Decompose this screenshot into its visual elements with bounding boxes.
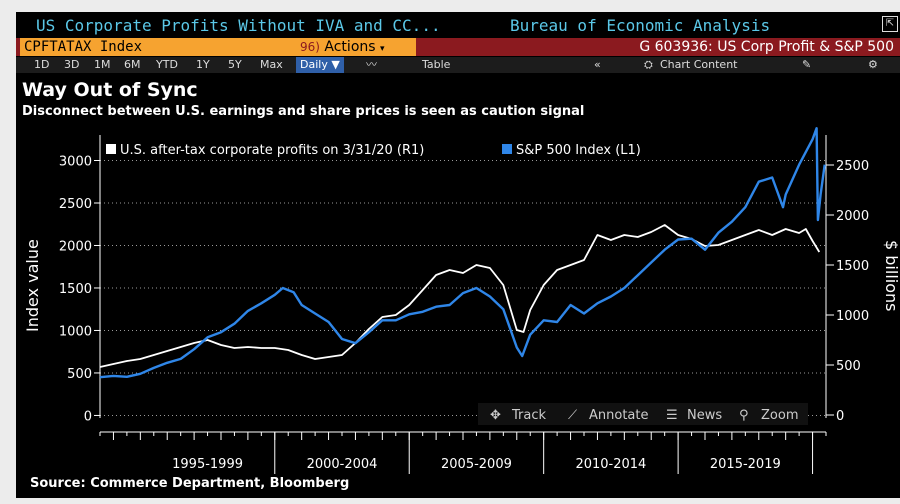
annotate-icon: ⟋ [568,408,578,423]
track-button[interactable]: Track [511,408,546,423]
window-title-bar: US Corporate Profits Without IVA and CC.… [16,16,900,36]
left-tick-label: 2000 [59,239,92,254]
legend-label-sp500: S&P 500 Index (L1) [516,143,641,158]
chart-subtitle: Disconnect between U.S. earnings and sha… [22,104,585,119]
period-label: Daily [300,58,328,71]
actions-number: 96) [300,40,320,54]
chart-id-label: G 603936: US Corp Profit & S&P 500 [639,39,894,55]
right-tick-label: 2500 [836,159,869,174]
left-tick-label: 3000 [59,154,92,169]
x-category-label: 2010-2014 [575,457,646,472]
news-icon: ☰ [666,408,678,423]
x-category-label: 2000-2004 [307,457,378,472]
legend-swatch-profits [106,144,116,154]
legend: U.S. after-tax corporate profits on 3/31… [106,143,641,158]
security-description: US Corporate Profits Without IVA and CC.… [36,16,441,35]
chart-toolbar: 1D 3D 1M 6M YTD 1Y 5Y Max Daily ▼ 〰 Tabl… [16,57,900,73]
right-tick-label: 500 [836,359,861,374]
data-source-name: Bureau of Economic Analysis [510,16,771,35]
dropdown-icon: ▼ [331,58,340,71]
legend-label-profits: U.S. after-tax corporate profits on 3/31… [120,143,424,158]
source-note: Source: Commerce Department, Bloomberg [30,476,350,491]
range-button-5y[interactable]: 5Y [228,58,242,71]
chart-content-button[interactable]: Chart Content [660,58,738,71]
sp500-series-line [99,126,826,379]
x-category-label: 2015-2019 [710,457,781,472]
range-button-1y[interactable]: 1Y [196,58,210,71]
zoom-button[interactable]: Zoom [761,408,798,423]
news-button[interactable]: News [687,408,722,423]
chart-controls: ✥ Track ⟋ Annotate ☰ News ⚲ Zoom [478,403,808,425]
range-button-6m[interactable]: 6M [124,58,141,71]
range-button-1m[interactable]: 1M [94,58,111,71]
zoom-icon: ⚲ [739,408,749,423]
track-icon: ✥ [490,408,501,423]
left-tick-label: 2500 [59,197,92,212]
controls-background [478,403,808,425]
gear-icon[interactable]: ⚙ [868,58,878,71]
axes: 0 500 1000 1500 2000 2500 3000 0 500 1000 1500 2000… [59,135,869,474]
chart-title: Way Out of Sync [22,79,198,101]
range-button-3d[interactable]: 3D [64,58,80,71]
collapse-icon[interactable]: « [594,58,601,71]
legend-swatch-sp500 [502,144,512,154]
command-bar: CPFTATAX Index 96) Actions ▾ G 603936: U… [16,38,900,56]
x-category-label: 1995-1999 [172,457,243,472]
left-axis-title: Index value [23,239,42,332]
series-lines [99,126,826,379]
gridlines [100,159,826,416]
right-tick-label: 2000 [836,209,869,224]
x-category-label: 2005-2009 [441,457,512,472]
ticker-field[interactable]: CPFTATAX Index [20,38,320,56]
left-tick-label: 500 [67,367,92,382]
left-tick-label: 1500 [59,282,92,297]
profits-series-line [99,224,821,368]
right-axis-title: $ billions [882,240,900,311]
range-button-ytd[interactable]: YTD [156,58,178,71]
chart-svg: 0 500 1000 1500 2000 2500 3000 0 500 1000 1500 2000… [23,126,900,474]
chart-type-icon[interactable]: 〰 [366,58,377,71]
actions-menu-button[interactable]: 96) Actions ▾ [296,38,416,56]
chart-content-icon[interactable]: ⛭ [644,58,653,71]
table-button[interactable]: Table [422,58,451,71]
right-tick-label: 0 [836,409,844,424]
chevron-down-icon: ▾ [380,44,385,54]
terminal-frame: US Corporate Profits Without IVA and CC.… [16,12,900,498]
range-button-1d[interactable]: 1D [34,58,50,71]
popout-icon[interactable]: ⇱ [882,16,898,32]
edit-icon[interactable]: ✎ [802,58,812,71]
range-button-max[interactable]: Max [260,58,283,71]
actions-label: Actions [324,39,376,55]
left-tick-label: 0 [84,409,92,424]
right-tick-label: 1500 [836,259,869,274]
period-dropdown[interactable]: Daily ▼ [296,57,344,73]
right-tick-label: 1000 [836,309,869,324]
annotate-button[interactable]: Annotate [589,408,648,423]
left-tick-label: 1000 [59,324,92,339]
